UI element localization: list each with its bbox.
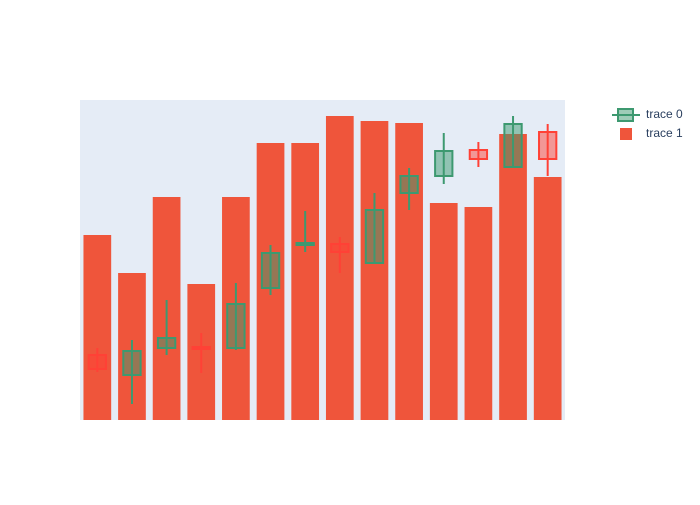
legend-icon bbox=[617, 108, 634, 122]
legend-label: trace 0 bbox=[646, 107, 683, 121]
bar bbox=[83, 235, 112, 420]
bar bbox=[499, 134, 527, 420]
candle-body bbox=[87, 354, 107, 370]
candle-body bbox=[295, 242, 315, 246]
candle-body bbox=[468, 149, 489, 160]
bar bbox=[464, 207, 493, 420]
candle-body bbox=[226, 303, 246, 349]
candle-body bbox=[538, 131, 558, 160]
bar bbox=[291, 143, 320, 420]
candle-body bbox=[191, 346, 211, 350]
candle-body bbox=[260, 252, 281, 289]
bar bbox=[360, 121, 389, 420]
candle-body bbox=[399, 175, 419, 194]
candle-body bbox=[503, 123, 523, 168]
candle-body bbox=[330, 243, 350, 253]
candle-body bbox=[156, 337, 177, 349]
candle-body bbox=[364, 209, 385, 264]
bar bbox=[429, 203, 458, 420]
legend-icon bbox=[620, 128, 632, 140]
candle-body bbox=[122, 350, 142, 376]
bar bbox=[533, 177, 562, 420]
candle-body bbox=[434, 150, 454, 177]
bar bbox=[395, 123, 423, 420]
legend-label: trace 1 bbox=[646, 126, 683, 140]
